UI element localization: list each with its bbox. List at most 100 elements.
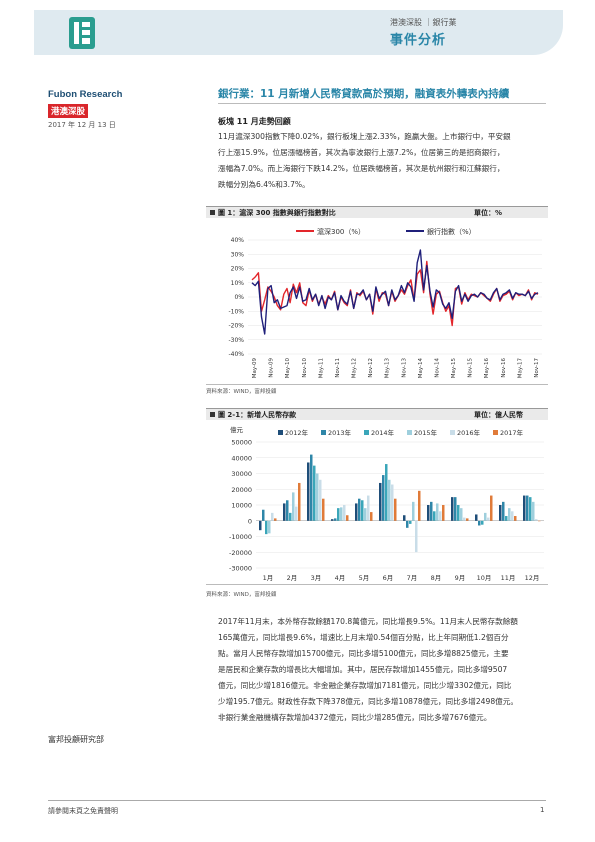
bar <box>529 497 532 521</box>
bar <box>505 516 508 521</box>
bar <box>499 505 502 521</box>
y-tick-label: -20000 <box>229 549 252 557</box>
series-line <box>251 249 539 335</box>
paragraph-line: 11月滬深300指數下降0.02%，銀行板塊上漲2.33%，跑贏大盤。上市銀行中… <box>218 132 511 141</box>
header-title: 事件分析 <box>390 33 447 48</box>
bar <box>367 495 370 521</box>
y-tick-label: 30000 <box>231 470 252 478</box>
bar <box>523 495 526 521</box>
bar <box>292 492 295 521</box>
y-tick-label: -30000 <box>229 565 252 573</box>
figure2-chart-box: 億元 50000 40000 30000 20000 10000 0 -10000 -20000… <box>206 420 548 585</box>
y-tick-label: 40000 <box>231 454 252 462</box>
figure2-source: 資料來源：WIND，富邦投顧 <box>206 592 277 598</box>
bar <box>265 520 268 535</box>
x-tick-label: 8月 <box>431 574 442 582</box>
footer-divider <box>48 800 546 801</box>
section-heading: 板塊 11 月走勢回顧 <box>218 117 291 126</box>
legend-label: 滬深300（%） <box>317 227 365 236</box>
bar <box>454 497 457 521</box>
x-tick-label: 11月 <box>501 574 516 582</box>
bar <box>340 507 343 521</box>
section2-paragraph: 2017年11月末，本外幣存款餘額170.8萬億元，同比增長9.5%。11月末人… <box>218 614 553 726</box>
x-tick-label: Nov-13 <box>401 358 407 378</box>
bar <box>439 511 442 521</box>
bar <box>364 508 367 521</box>
series-line <box>251 260 539 327</box>
x-tick-label: Nov-09 <box>269 358 275 378</box>
bar <box>313 465 316 521</box>
bar <box>457 505 460 521</box>
bar <box>466 518 469 521</box>
market-tag: 港澳深股 <box>48 104 89 118</box>
legend-label: 銀行指數（%） <box>427 227 476 236</box>
y-tick-label: 10000 <box>231 502 252 510</box>
x-tick-label: May-14 <box>418 358 424 379</box>
bar <box>502 501 505 521</box>
figure2-unit: 單位：億人民幣 <box>474 411 523 419</box>
bar <box>415 520 418 553</box>
legend-label: 2014年 <box>371 428 395 437</box>
bar <box>532 501 535 521</box>
x-tick-label: 3月 <box>311 574 322 582</box>
legend-label: 2016年 <box>457 428 481 437</box>
y-tick-label: 30% <box>231 251 245 258</box>
legend-label: 2017年 <box>500 428 524 437</box>
bar <box>526 495 529 521</box>
y-tick-label: -10000 <box>229 533 252 541</box>
bar <box>307 462 310 521</box>
x-tick-label: 1月 <box>263 574 274 582</box>
paragraph-line: 165萬億元，同比增長9.6%，增速比上月末增0.54個百分點，比上年同期低1.… <box>218 633 509 642</box>
x-tick-label: 12月 <box>525 574 540 582</box>
section1-paragraph: 11月滬深300指數下降0.02%，銀行板塊上漲2.33%，跑贏大盤。上市銀行中… <box>218 129 548 193</box>
bar <box>391 484 394 521</box>
bar <box>346 515 349 521</box>
paragraph-line: 非銀行業金融機構存款增加4372億元，同比少增285億元，同比多增7676億元。 <box>218 713 492 722</box>
brand-name: Fubon Research <box>48 89 123 100</box>
bar <box>268 520 271 534</box>
bar <box>538 520 541 522</box>
y-tick-label: 20000 <box>231 486 252 494</box>
x-tick-label: May-13 <box>385 358 391 379</box>
bar <box>511 511 514 521</box>
x-tick-label: 2月 <box>287 574 298 582</box>
bar <box>427 505 430 521</box>
bar <box>484 512 487 521</box>
x-tick-label: May-09 <box>252 358 258 379</box>
x-tick-label: 5月 <box>359 574 370 582</box>
research-department: 富邦投顧研究部 <box>48 735 104 744</box>
bar <box>478 520 481 526</box>
page-number: 1 <box>540 806 545 814</box>
footer-disclaimer: 請參閱末頁之免責聲明 <box>48 807 118 815</box>
paragraph-line: 點。當月人民幣存款增加15700億元，同比多增5100億元，同比多增8825億元… <box>218 649 509 658</box>
x-tick-label: 7月 <box>407 574 418 582</box>
line-chart: 40% 30% 20% 10% 0% -10% -20% -30% -40% May-09 Nov-… <box>228 227 542 379</box>
figure1-header: 圖 1：滬深 300 指數與銀行指數對比 單位：% <box>206 206 548 218</box>
article-title: 銀行業：11 月新增人民幣貸款高於預期，融資表外轉表內持續 <box>218 88 510 100</box>
bar <box>259 520 262 531</box>
bar <box>274 518 277 521</box>
bar <box>319 479 322 521</box>
legend-label: 2013年 <box>328 428 352 437</box>
bar <box>298 482 301 521</box>
bar <box>337 508 340 521</box>
bar <box>388 479 391 521</box>
figure2-header: 圖 2-1：新增人民幣存款 單位：億人民幣 <box>206 408 548 420</box>
x-tick-label: 9月 <box>455 574 466 582</box>
x-tick-label: Nov-15 <box>468 358 474 378</box>
y-tick-label: -10% <box>228 308 244 315</box>
bar <box>487 517 490 521</box>
x-tick-label: Nov-10 <box>302 358 308 378</box>
bar <box>535 519 538 521</box>
y-tick-label: 40% <box>231 237 245 244</box>
bar <box>412 501 415 521</box>
bar <box>271 512 274 521</box>
bar <box>289 512 292 521</box>
legend-label: 2015年 <box>414 428 438 437</box>
x-tick-label: 4月 <box>335 574 346 582</box>
bar <box>379 482 382 521</box>
bar <box>358 498 361 521</box>
header-subtitle: 港澳深股 ｜銀行業 <box>390 18 457 27</box>
paragraph-line: 億元，同比少增1816億元。非金融企業存款增加7181億元，同比少增3302億元… <box>218 681 512 690</box>
paragraph-line: 漲幅為7.0%。而上海銀行下跌14.2%，位居跌幅榜首，其次是杭州銀行和江蘇銀行… <box>218 164 505 173</box>
